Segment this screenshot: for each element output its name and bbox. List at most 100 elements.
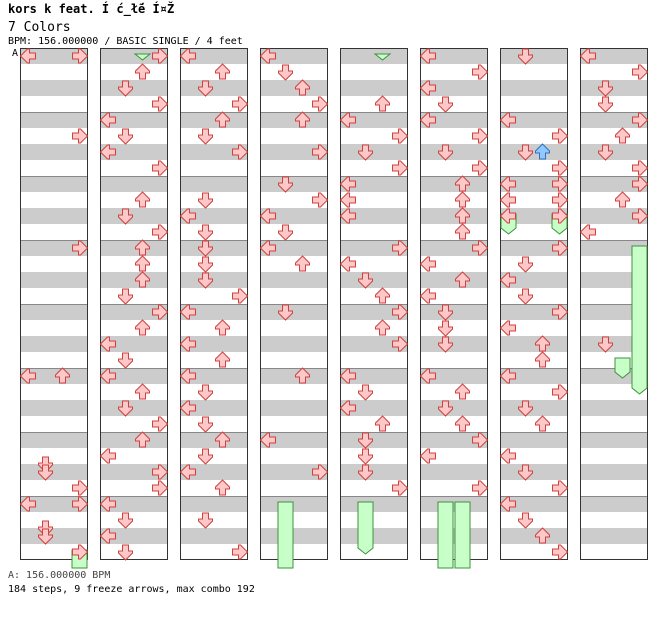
beat-stripe (500, 48, 568, 64)
beat-stripe (420, 304, 488, 320)
arrow-down (38, 528, 53, 545)
arrow-right (152, 224, 169, 240)
arrow-up (455, 415, 470, 432)
freeze-arrow (277, 501, 294, 569)
beat-stripe (260, 464, 328, 480)
arrow-up (295, 79, 310, 96)
beat-stripe (580, 368, 648, 384)
beat-stripe (20, 336, 88, 352)
beat-stripe (20, 272, 88, 288)
arrow-left (419, 256, 436, 272)
column-border (420, 48, 488, 560)
beat-stripe (180, 112, 248, 128)
arrow-up (375, 415, 390, 432)
arrow-right (152, 160, 169, 176)
arrow-down (438, 320, 453, 337)
arrow-down (198, 416, 213, 433)
arrow-down (518, 464, 533, 481)
beat-stripe (340, 304, 408, 320)
beat-stripe (100, 208, 168, 224)
beat-stripe (260, 176, 328, 192)
arrow-down (118, 288, 133, 305)
arrow-up (375, 95, 390, 112)
beat-stripe (580, 144, 648, 160)
beat-stripe (580, 208, 648, 224)
beat-stripe (580, 240, 648, 256)
arrow-right (72, 48, 89, 64)
beat-stripe (100, 368, 168, 384)
beat-stripe (580, 304, 648, 320)
beat-stripe (580, 400, 648, 416)
arrow-up (135, 191, 150, 208)
beat-stripe (260, 80, 328, 96)
beat-stripe (100, 496, 168, 512)
arrow-right (392, 336, 409, 352)
arrow-right (152, 480, 169, 496)
arrow-right (152, 304, 169, 320)
column-border (260, 48, 328, 560)
beat-stripe (500, 208, 568, 224)
beat-stripe (100, 272, 168, 288)
arrow-down (518, 512, 533, 529)
arrow-down (198, 80, 213, 97)
beat-stripe (20, 48, 88, 64)
arrow-down (278, 224, 293, 241)
arrow-down (518, 144, 533, 161)
arrow-up (535, 415, 550, 432)
song-artist-title: kors k feat. Í ć_ł̃é Í¤Ž (8, 2, 175, 16)
arrow-right (72, 544, 89, 560)
arrow-right (552, 480, 569, 496)
chart-column (500, 48, 568, 560)
arrow-down (438, 96, 453, 113)
beat-stripe (180, 496, 248, 512)
arrow-right (632, 64, 649, 80)
arrow-left (579, 48, 596, 64)
arrow-right (632, 160, 649, 176)
beat-stripe (180, 432, 248, 448)
freeze-arrow (631, 245, 648, 395)
arrow-down (598, 336, 613, 353)
beat-stripe (20, 304, 88, 320)
beat-stripe (500, 464, 568, 480)
arrow-left (19, 496, 36, 512)
beat-stripe (100, 432, 168, 448)
beat-stripe (260, 528, 328, 544)
arrow-down (438, 304, 453, 321)
beat-stripe (100, 528, 168, 544)
arrow-down (278, 64, 293, 81)
arrow-up (215, 319, 230, 336)
chart-column (420, 48, 488, 560)
beat-stripe (420, 208, 488, 224)
chart-column (100, 48, 168, 560)
arrow-up (535, 351, 550, 368)
beat-stripe (580, 496, 648, 512)
arrow-right (392, 304, 409, 320)
beat-stripe (180, 48, 248, 64)
arrow-left (419, 48, 436, 64)
beat-stripe (340, 48, 408, 64)
arrow-right (72, 128, 89, 144)
beat-stripe (420, 48, 488, 64)
freeze-arrow (133, 53, 152, 61)
column-border (20, 48, 88, 560)
beat-stripe (580, 464, 648, 480)
arrow-up (455, 191, 470, 208)
arrow-left (179, 368, 196, 384)
arrow-down (198, 192, 213, 209)
arrow-left (419, 112, 436, 128)
beat-stripe (180, 368, 248, 384)
beat-stripe (100, 240, 168, 256)
beat-stripe (260, 304, 328, 320)
arrow-left (499, 320, 516, 336)
beat-stripe (260, 208, 328, 224)
beat-stripe (500, 336, 568, 352)
beat-stripe (260, 48, 328, 64)
bpm-footer: A: 156.000000 BPM (8, 570, 111, 581)
arrow-left (99, 528, 116, 544)
arrow-down (198, 128, 213, 145)
arrow-right (552, 304, 569, 320)
beat-stripe (340, 144, 408, 160)
arrow-right (472, 64, 489, 80)
arrow-left (99, 496, 116, 512)
